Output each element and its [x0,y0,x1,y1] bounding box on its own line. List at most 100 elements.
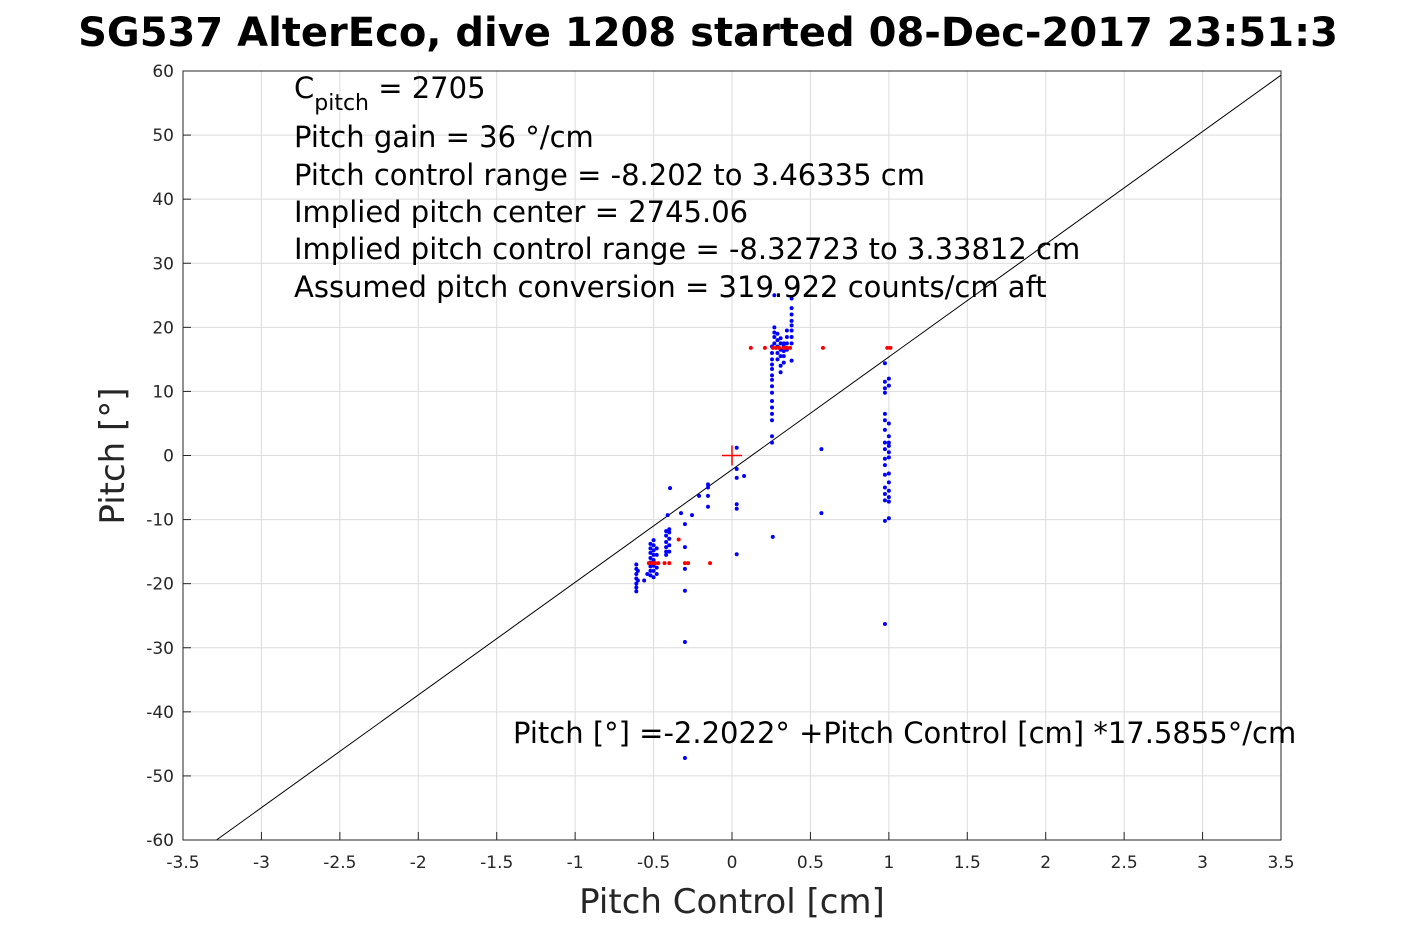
observed-point [886,488,891,493]
observed-point [734,466,739,471]
observed-point [886,480,891,485]
observed-point [648,541,653,546]
observed-point [634,562,639,567]
observed-point [882,390,887,395]
observed-point [882,498,887,503]
observed-point [734,502,739,507]
observed-point [635,568,640,573]
annotation-range: Pitch control range = -8.202 to 3.46335 … [294,158,925,192]
observed-point [775,338,780,343]
x-tick-label: -2.5 [323,853,356,873]
annotation-center: Implied pitch center = 2745.06 [294,195,748,229]
observed-point [784,341,789,346]
observed-point [664,549,669,554]
observed-point [706,504,711,509]
annotation-conversion: Assumed pitch conversion = 319.922 count… [294,270,1047,304]
observed-point [882,440,887,445]
observed-point [882,491,887,496]
x-tick-label: -0.5 [637,853,670,873]
observed-point [734,506,739,511]
center-marker [722,445,742,466]
commanded-point [662,561,667,566]
observed-point [781,360,786,365]
x-tick-label: 1 [883,853,894,873]
observed-point [667,536,672,541]
commanded-point [888,345,893,350]
observed-point [886,495,891,500]
observed-point [789,358,794,363]
observed-point [769,357,774,362]
observed-point [778,354,783,359]
observed-point [772,293,777,298]
observed-point [886,383,891,388]
observed-point [651,575,656,580]
observed-point [781,341,786,346]
commanded-point [788,345,793,350]
observed-point [784,328,789,333]
annotation-gain: Pitch gain = 36 °/cm [294,120,594,154]
commanded-point [784,345,789,350]
observed-point [882,379,887,384]
observed-point [789,334,794,339]
observed-point [886,440,891,445]
observed-point [886,434,891,439]
observed-point [648,546,653,551]
y-tick-label: 40 [152,190,174,210]
observed-point [882,361,887,366]
observed-point [667,530,672,535]
observed-point [634,589,639,594]
observed-point [789,328,794,333]
observed-point [778,336,783,341]
observed-point [645,572,650,577]
observed-point [682,522,687,527]
x-tick-label: -1.5 [480,853,513,873]
observed-point [769,399,774,404]
observed-point [668,486,673,491]
observed-point [667,543,672,548]
observed-point [648,573,653,578]
observed-point [769,405,774,410]
observed-point [769,384,774,389]
observed-point [882,427,887,432]
observed-point [682,545,687,550]
observed-point [706,482,711,487]
observed-point [654,546,659,551]
observed-point [882,456,887,461]
annotation-fit: Pitch [°] =-2.2022° +Pitch Control [cm] … [513,716,1296,750]
observed-point [651,552,656,557]
observed-point [648,568,653,573]
observed-point [886,516,891,521]
observed-point [789,318,794,323]
observed-point [778,341,783,346]
y-tick-label: -30 [146,639,174,659]
observed-point [772,341,777,346]
observed-point [664,533,669,538]
observed-point [778,363,783,368]
observed-point [690,513,695,518]
observed-point [651,557,656,562]
x-tick-label: 2.5 [1111,853,1138,873]
x-tick-label: 3.5 [1267,853,1294,873]
y-tick-label: 30 [152,254,174,274]
commanded-point [708,561,713,566]
observed-point [651,538,656,543]
x-tick-label: 3 [1197,853,1208,873]
commanded-point [686,561,691,566]
observed-point [734,445,739,450]
commanded-point [748,345,753,350]
commanded-point [770,345,775,350]
observed-point [882,472,887,477]
commanded-point [646,561,651,566]
observed-point [781,354,786,359]
commanded-point [653,561,658,566]
observed-point [789,312,794,317]
observed-point [664,540,669,545]
observed-point [651,568,656,573]
y-tick-label: 50 [152,126,174,146]
observed-point [654,565,659,570]
observed-point [882,418,887,423]
x-axis-label: Pitch Control [cm] [579,882,885,922]
x-tick-label: -2 [410,853,427,873]
observed-point [789,341,794,346]
observed-point [882,622,887,627]
